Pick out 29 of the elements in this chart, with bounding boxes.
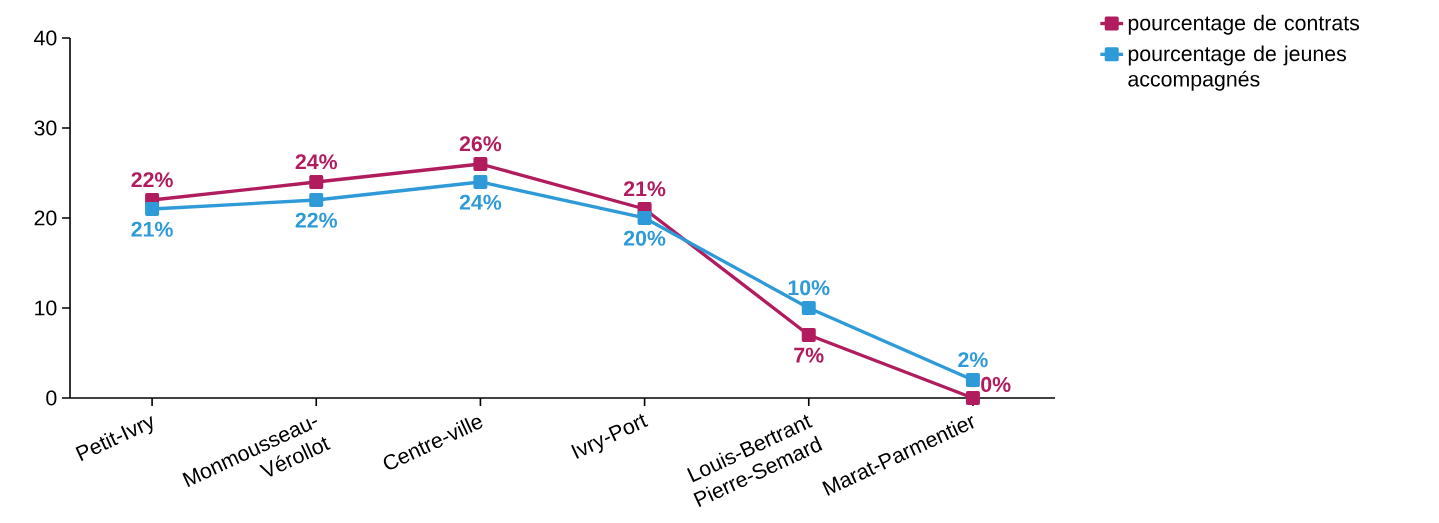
- y-tick-label: 10: [35, 300, 57, 316]
- y-tick-label: 0: [46, 390, 57, 406]
- data-label: 10%: [788, 280, 830, 296]
- data-label: 21%: [131, 221, 173, 237]
- point: [309, 192, 324, 207]
- point: [637, 210, 652, 225]
- data-label: 21%: [623, 181, 666, 197]
- point: [309, 174, 324, 189]
- legend-label: pourcentage de jeunes accompagnés: [1128, 45, 1347, 91]
- data-label: 0%: [981, 376, 1011, 392]
- y-tick-label: 30: [34, 120, 57, 136]
- point: [473, 156, 488, 171]
- data-label: 24%: [459, 194, 502, 210]
- y-tick-label: 20: [34, 210, 57, 226]
- data-label: 7%: [794, 347, 824, 363]
- point: [801, 300, 816, 315]
- y-tick-label: 40: [34, 30, 57, 46]
- point: [965, 390, 980, 405]
- data-label: 26%: [459, 136, 502, 152]
- data-label: 2%: [958, 352, 988, 368]
- data-label: 20%: [623, 230, 666, 246]
- data-label: 22%: [131, 172, 173, 188]
- point: [965, 372, 980, 387]
- legend-label: pourcentage de contrats: [1128, 14, 1360, 35]
- data-label: 24%: [295, 154, 338, 170]
- point: [801, 327, 816, 342]
- point: [473, 174, 488, 189]
- point: [145, 201, 160, 216]
- data-label: 22%: [295, 212, 338, 228]
